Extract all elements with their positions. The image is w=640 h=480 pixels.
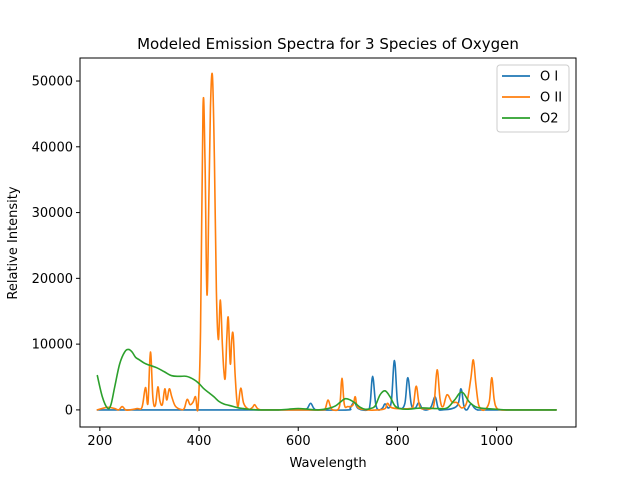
y-tick-label: 50000 bbox=[32, 75, 73, 90]
legend: O I O II O2 bbox=[496, 64, 570, 133]
y-axis-title: Relative Intensity bbox=[6, 186, 21, 299]
plot-area-frame bbox=[79, 57, 577, 428]
series-layer bbox=[96, 72, 557, 412]
legend-label: O I bbox=[540, 70, 558, 85]
legend-label: O2 bbox=[540, 112, 559, 127]
x-tick-label: 400 bbox=[187, 434, 212, 449]
series-line-o-i bbox=[96, 359, 557, 412]
y-tick-label: 10000 bbox=[32, 338, 73, 353]
legend-box bbox=[496, 64, 570, 133]
y-tick-label: 0 bbox=[65, 403, 73, 418]
series-line-o2 bbox=[96, 348, 557, 411]
series-line-o-ii bbox=[96, 72, 557, 412]
x-axis: 200 400 600 800 1000 bbox=[87, 427, 513, 449]
y-axis: 0 10000 20000 30000 40000 50000 bbox=[32, 75, 80, 418]
x-tick-label: 600 bbox=[286, 434, 311, 449]
y-tick-label: 20000 bbox=[32, 272, 73, 287]
x-axis-title: Wavelength bbox=[289, 456, 366, 471]
y-tick-label: 40000 bbox=[32, 140, 73, 155]
chart-title: Modeled Emission Spectra for 3 Species o… bbox=[137, 35, 519, 53]
x-tick-label: 800 bbox=[385, 434, 410, 449]
x-tick-label: 1000 bbox=[480, 434, 513, 449]
legend-label: O II bbox=[540, 91, 562, 106]
y-tick-label: 30000 bbox=[32, 206, 73, 221]
x-tick-label: 200 bbox=[87, 434, 112, 449]
